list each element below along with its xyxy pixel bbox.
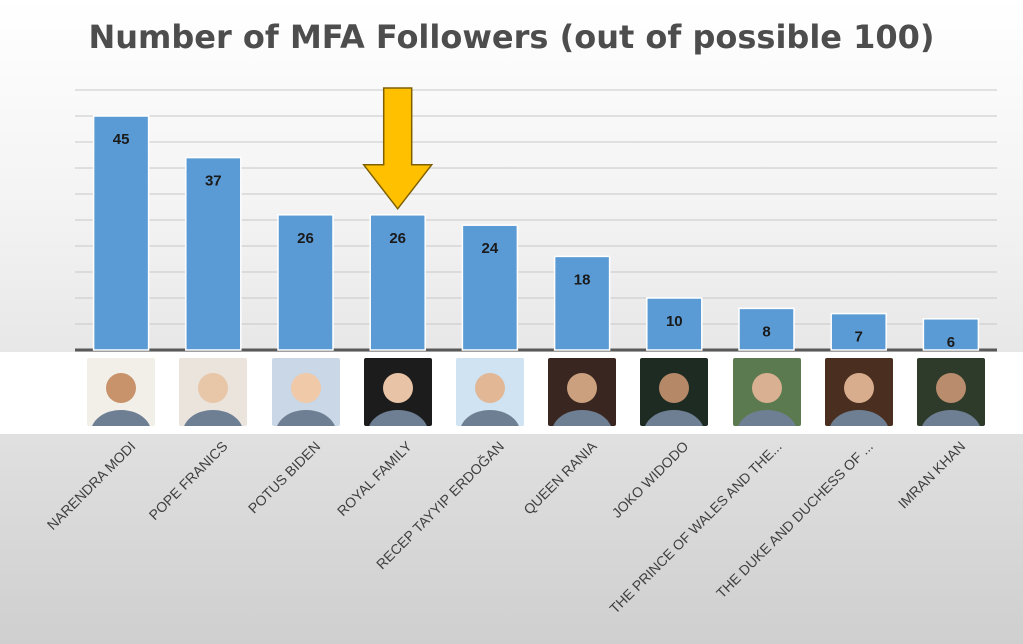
bar xyxy=(185,156,242,351)
portrait-photo-5 xyxy=(548,358,617,426)
group-photo-8 xyxy=(824,358,893,426)
bar xyxy=(646,297,703,351)
portrait-photo-4 xyxy=(455,358,524,426)
data-label: 18 xyxy=(574,271,591,288)
bar xyxy=(461,224,519,351)
bar xyxy=(738,307,795,351)
bar xyxy=(92,115,150,351)
data-label: 24 xyxy=(482,240,499,257)
data-label: 8 xyxy=(762,323,770,340)
portrait-photo-0 xyxy=(87,358,156,426)
data-label: 7 xyxy=(855,329,863,346)
highlight-arrow xyxy=(362,87,434,211)
bar xyxy=(369,214,426,351)
data-label: 26 xyxy=(389,230,406,247)
bar xyxy=(830,312,887,351)
group-photo-7 xyxy=(732,358,801,426)
portrait-photo-3 xyxy=(363,358,432,426)
data-label: 45 xyxy=(113,131,130,148)
portrait-photo-9 xyxy=(916,358,985,426)
data-label: 10 xyxy=(666,313,683,330)
data-label: 37 xyxy=(205,173,222,190)
data-label: 26 xyxy=(297,230,314,247)
bar xyxy=(553,255,611,351)
chart-title: Number of MFA Followers (out of possible… xyxy=(88,18,935,56)
portrait-photo-6 xyxy=(640,358,709,426)
bar xyxy=(922,318,980,351)
bar xyxy=(277,214,334,351)
portrait-photo-1 xyxy=(179,358,248,426)
portrait-photo-2 xyxy=(271,358,340,426)
data-label: 6 xyxy=(947,334,955,351)
